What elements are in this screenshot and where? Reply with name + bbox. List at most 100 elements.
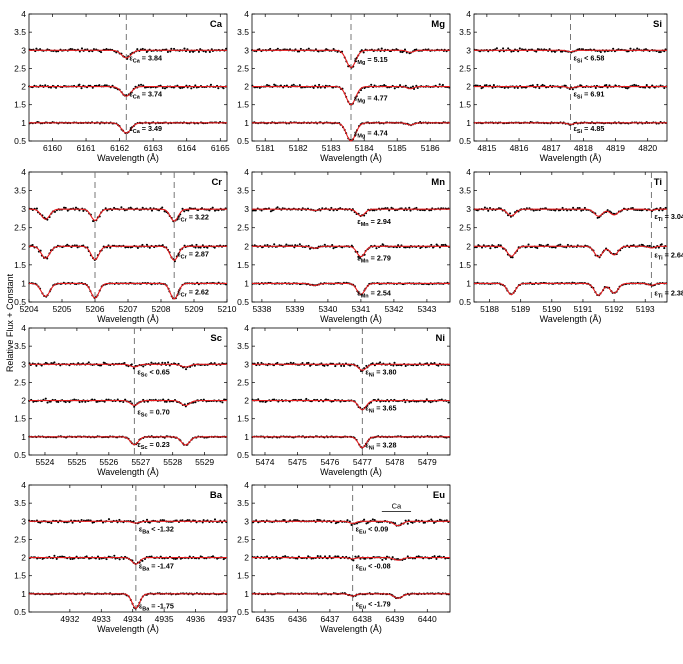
data-point (497, 244, 500, 247)
data-point (197, 246, 200, 249)
data-point (429, 401, 432, 404)
abundance-element: Ca (133, 58, 141, 64)
data-point (645, 84, 648, 87)
plot-frame (473, 171, 668, 303)
model-fit-line (29, 436, 227, 446)
data-point (136, 48, 139, 51)
abundance-epsilon: ε (574, 90, 578, 99)
data-point (391, 556, 394, 559)
abundance-value: 3.65 (382, 404, 396, 413)
data-point (605, 84, 608, 87)
data-point (66, 243, 69, 246)
abundance-value: 3.22 (195, 213, 209, 222)
data-point (78, 400, 81, 404)
data-point (608, 84, 611, 87)
data-point (334, 555, 337, 558)
data-point (132, 367, 135, 370)
abundance-value: 2.87 (195, 250, 209, 259)
data-point (145, 518, 149, 521)
x-tick-label: 5479 (418, 457, 437, 467)
data-point (141, 47, 144, 50)
abundance-value: 4.85 (590, 124, 604, 133)
data-point (195, 243, 198, 246)
abundance-value: 5.15 (374, 55, 388, 64)
abundance-value: 2.62 (195, 288, 209, 297)
y-tick-label: 1.5 (14, 100, 26, 110)
x-tick-label: 4820 (638, 143, 657, 153)
data-point (371, 362, 374, 365)
data-point (157, 209, 161, 212)
spectrum-3: εMn = 2.54 (251, 281, 450, 299)
spectrum-1: εMn = 2.94 (251, 206, 450, 228)
data-point (260, 209, 263, 212)
data-point (408, 206, 411, 209)
abundance-relation: = (189, 213, 193, 222)
data-point (657, 246, 660, 249)
abundance-epsilon: ε (139, 524, 143, 533)
data-point (550, 50, 553, 53)
abundance-relation: = (367, 93, 371, 102)
model-fit-line (474, 208, 667, 217)
abundance-label: εEu < -1.79 (356, 600, 391, 611)
abundance-label: εCa = 3.84 (129, 53, 162, 64)
data-point (78, 50, 81, 53)
data-point (298, 84, 301, 87)
data-point (31, 243, 34, 247)
y-tick-label: 1.5 (459, 100, 471, 110)
data-point (366, 521, 369, 524)
data-point (213, 246, 216, 249)
y-tick-label: 1 (21, 589, 26, 599)
data-point (169, 50, 172, 53)
abundance-epsilon: ε (129, 90, 133, 99)
model-fit-line (252, 436, 450, 449)
abundance-relation: = (584, 124, 588, 133)
data-point (284, 555, 287, 558)
model-fit-line (29, 363, 227, 368)
abundance-relation: < (151, 524, 155, 533)
abundance-element: Ni (369, 446, 375, 452)
model-fit-line (29, 400, 227, 407)
x-tick-label: 5193 (636, 304, 655, 314)
data-point (122, 400, 125, 404)
data-point (57, 400, 60, 404)
y-tick-label: 2.5 (237, 534, 249, 544)
model-fit-line (28, 282, 227, 300)
data-point (396, 557, 400, 561)
abundance-label: εSc = 0.70 (137, 407, 169, 418)
data-point (172, 557, 175, 560)
x-tick-label: 5342 (384, 304, 403, 314)
spectrum-1: εSi <6.58 (473, 47, 667, 64)
data-point (120, 206, 123, 209)
abundance-label: εMg = 4.74 (354, 129, 388, 140)
data-point (566, 209, 569, 212)
data-point (294, 519, 297, 522)
data-point (66, 209, 69, 212)
abundance-relation: < (368, 561, 372, 570)
abundance-relation: < (150, 367, 154, 376)
data-point (225, 47, 228, 50)
y-tick-label: 2.5 (14, 223, 26, 233)
data-point (123, 209, 126, 212)
data-point (137, 84, 140, 87)
abundance-epsilon: ε (177, 250, 181, 259)
data-point (554, 246, 557, 249)
data-point (202, 519, 205, 522)
x-axis-label: Wavelength (Å) (320, 467, 382, 477)
data-point (373, 209, 376, 212)
data-point (222, 87, 225, 90)
x-tick-label: 5340 (318, 304, 337, 314)
data-point (332, 48, 335, 51)
data-point (411, 521, 414, 524)
data-point (124, 246, 127, 249)
x-axis-label: Wavelength (Å) (97, 153, 159, 163)
abundance-value: 4.74 (374, 129, 388, 138)
spectrum-2: εBa = -1.47 (28, 554, 227, 572)
data-point (307, 555, 310, 558)
abundance-value: -0.08 (374, 561, 390, 570)
x-axis-label: Wavelength (Å) (97, 467, 159, 477)
element-label: Sc (210, 333, 222, 344)
spectrum-3: εMg = 4.74 (251, 121, 450, 142)
data-point (631, 207, 634, 210)
x-tick-label: 5475 (288, 457, 307, 467)
abundance-value: 3.04 (671, 212, 683, 221)
